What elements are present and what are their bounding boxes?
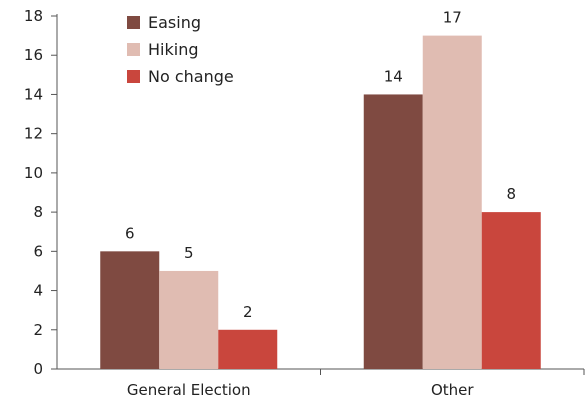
data-label: 17 — [443, 9, 462, 27]
y-tick-label: 4 — [33, 282, 43, 300]
y-tick-label: 0 — [33, 360, 43, 378]
bar-no-change-1 — [481, 212, 541, 369]
data-label: 14 — [384, 67, 403, 85]
bar-hiking-0 — [159, 270, 219, 369]
axes: 0 2 4 6 8 10 12 14 16 18 General Election Other — [24, 7, 585, 399]
bars: 6 5 2 14 17 8 — [100, 9, 541, 369]
y-tick-label: 10 — [24, 164, 43, 182]
x-category-label: General Election — [127, 381, 251, 399]
bar-no-change-0 — [218, 329, 278, 369]
x-category-label: Other — [431, 381, 474, 399]
data-label: 8 — [506, 185, 516, 203]
data-label: 5 — [184, 244, 194, 262]
bar-easing-1 — [363, 94, 423, 369]
legend-swatch — [127, 43, 140, 56]
legend: Easing Hiking No change — [127, 13, 234, 86]
y-tick-label: 14 — [24, 85, 43, 103]
data-label: 2 — [243, 303, 253, 321]
bar-hiking-1 — [422, 35, 482, 369]
y-tick-label: 2 — [33, 321, 43, 339]
legend-swatch — [127, 16, 140, 29]
y-tick-label: 16 — [24, 46, 43, 64]
y-tick-label: 6 — [33, 242, 43, 260]
data-label: 6 — [125, 224, 135, 242]
legend-label: No change — [148, 67, 234, 86]
y-tick-label: 12 — [24, 125, 43, 143]
y-tick-label: 8 — [33, 203, 43, 221]
legend-swatch — [127, 70, 140, 83]
y-tick-label: 18 — [24, 7, 43, 25]
bar-easing-0 — [100, 251, 160, 369]
legend-label: Easing — [148, 13, 201, 32]
legend-label: Hiking — [148, 40, 198, 59]
